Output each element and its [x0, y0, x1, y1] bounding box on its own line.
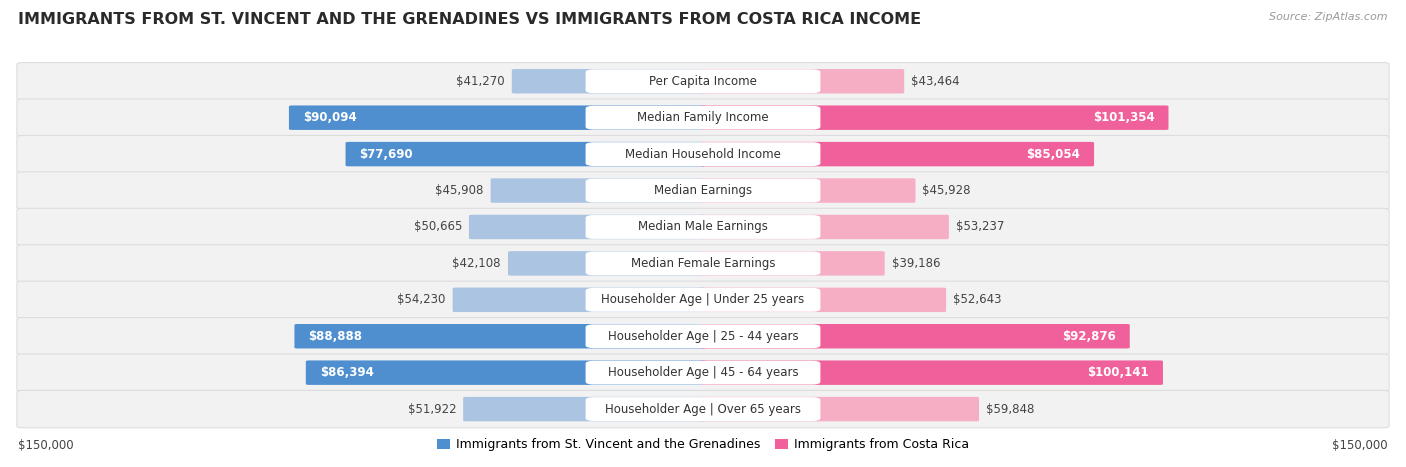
- FancyBboxPatch shape: [17, 135, 1389, 173]
- FancyBboxPatch shape: [585, 106, 821, 129]
- Text: $41,270: $41,270: [456, 75, 505, 88]
- Text: $85,054: $85,054: [1026, 148, 1080, 161]
- Text: $59,848: $59,848: [986, 403, 1035, 416]
- Text: Median Household Income: Median Household Income: [626, 148, 780, 161]
- FancyBboxPatch shape: [491, 178, 706, 203]
- FancyBboxPatch shape: [585, 215, 821, 239]
- FancyBboxPatch shape: [585, 325, 821, 348]
- FancyBboxPatch shape: [17, 245, 1389, 282]
- Text: IMMIGRANTS FROM ST. VINCENT AND THE GRENADINES VS IMMIGRANTS FROM COSTA RICA INC: IMMIGRANTS FROM ST. VINCENT AND THE GREN…: [18, 12, 921, 27]
- FancyBboxPatch shape: [585, 397, 821, 421]
- Text: Median Male Earnings: Median Male Earnings: [638, 220, 768, 234]
- Text: $101,354: $101,354: [1092, 111, 1154, 124]
- FancyBboxPatch shape: [700, 251, 884, 276]
- Legend: Immigrants from St. Vincent and the Grenadines, Immigrants from Costa Rica: Immigrants from St. Vincent and the Gren…: [432, 433, 974, 456]
- Text: $150,000: $150,000: [18, 439, 75, 453]
- Text: Per Capita Income: Per Capita Income: [650, 75, 756, 88]
- FancyBboxPatch shape: [700, 215, 949, 239]
- Text: $100,141: $100,141: [1087, 366, 1149, 379]
- Text: $90,094: $90,094: [302, 111, 357, 124]
- FancyBboxPatch shape: [453, 288, 706, 312]
- FancyBboxPatch shape: [17, 281, 1389, 318]
- FancyBboxPatch shape: [294, 324, 706, 348]
- Text: Householder Age | Under 25 years: Householder Age | Under 25 years: [602, 293, 804, 306]
- Text: Householder Age | 45 - 64 years: Householder Age | 45 - 64 years: [607, 366, 799, 379]
- FancyBboxPatch shape: [585, 69, 821, 93]
- Text: $54,230: $54,230: [398, 293, 446, 306]
- FancyBboxPatch shape: [17, 390, 1389, 428]
- FancyBboxPatch shape: [17, 99, 1389, 136]
- Text: Householder Age | 25 - 44 years: Householder Age | 25 - 44 years: [607, 330, 799, 343]
- Text: Median Earnings: Median Earnings: [654, 184, 752, 197]
- FancyBboxPatch shape: [700, 361, 1163, 385]
- FancyBboxPatch shape: [346, 142, 706, 166]
- FancyBboxPatch shape: [17, 63, 1389, 100]
- Text: $45,908: $45,908: [436, 184, 484, 197]
- FancyBboxPatch shape: [17, 172, 1389, 209]
- Text: Householder Age | Over 65 years: Householder Age | Over 65 years: [605, 403, 801, 416]
- FancyBboxPatch shape: [512, 69, 706, 93]
- FancyBboxPatch shape: [508, 251, 706, 276]
- Text: $52,643: $52,643: [953, 293, 1001, 306]
- FancyBboxPatch shape: [700, 142, 1094, 166]
- FancyBboxPatch shape: [288, 106, 706, 130]
- FancyBboxPatch shape: [17, 354, 1389, 391]
- Text: $43,464: $43,464: [911, 75, 960, 88]
- FancyBboxPatch shape: [700, 324, 1130, 348]
- FancyBboxPatch shape: [700, 69, 904, 93]
- Text: $42,108: $42,108: [453, 257, 501, 270]
- FancyBboxPatch shape: [585, 178, 821, 202]
- Text: $51,922: $51,922: [408, 403, 456, 416]
- FancyBboxPatch shape: [463, 397, 706, 421]
- Text: $50,665: $50,665: [413, 220, 463, 234]
- Text: $150,000: $150,000: [1331, 439, 1388, 453]
- FancyBboxPatch shape: [700, 106, 1168, 130]
- FancyBboxPatch shape: [585, 142, 821, 166]
- Text: $92,876: $92,876: [1062, 330, 1116, 343]
- Text: $86,394: $86,394: [321, 366, 374, 379]
- Text: $45,928: $45,928: [922, 184, 972, 197]
- Text: Source: ZipAtlas.com: Source: ZipAtlas.com: [1270, 12, 1388, 21]
- FancyBboxPatch shape: [700, 178, 915, 203]
- FancyBboxPatch shape: [700, 288, 946, 312]
- FancyBboxPatch shape: [470, 215, 706, 239]
- Text: $53,237: $53,237: [956, 220, 1004, 234]
- FancyBboxPatch shape: [585, 251, 821, 276]
- FancyBboxPatch shape: [585, 288, 821, 312]
- FancyBboxPatch shape: [17, 318, 1389, 355]
- FancyBboxPatch shape: [700, 397, 979, 421]
- Text: $77,690: $77,690: [360, 148, 413, 161]
- FancyBboxPatch shape: [585, 361, 821, 385]
- Text: $88,888: $88,888: [308, 330, 363, 343]
- FancyBboxPatch shape: [307, 361, 706, 385]
- Text: Median Family Income: Median Family Income: [637, 111, 769, 124]
- Text: $39,186: $39,186: [891, 257, 941, 270]
- FancyBboxPatch shape: [17, 208, 1389, 246]
- Text: Median Female Earnings: Median Female Earnings: [631, 257, 775, 270]
